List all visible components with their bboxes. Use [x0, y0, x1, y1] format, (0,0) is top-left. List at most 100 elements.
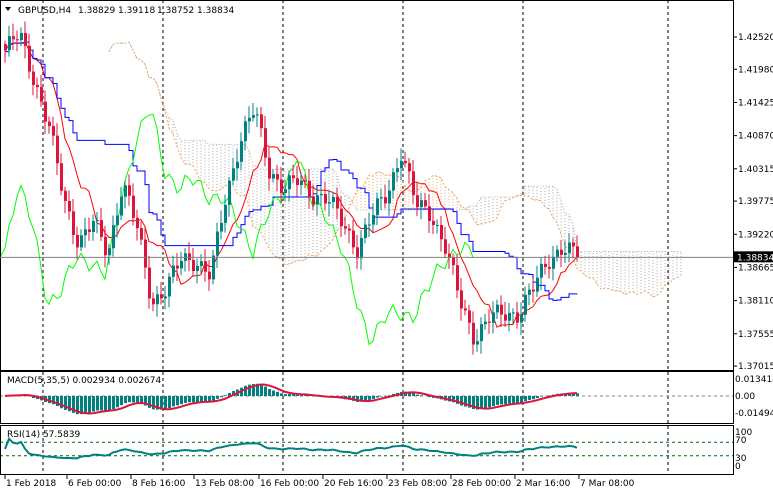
y-tick-label: 1.39220	[738, 230, 773, 240]
macd-histogram-bar	[460, 396, 463, 406]
candle-body	[128, 185, 131, 196]
candle-body	[308, 180, 311, 197]
candle-body	[120, 196, 123, 216]
candle-body	[348, 228, 351, 231]
candle-body	[368, 224, 371, 226]
candle-body	[36, 84, 39, 88]
candles	[4, 21, 579, 355]
macd-histogram-bar	[92, 396, 95, 412]
candle-body	[488, 321, 491, 323]
macd-histogram-bar	[376, 396, 379, 398]
candle-body	[68, 200, 71, 212]
candle-body	[192, 260, 195, 272]
candle-body	[384, 197, 387, 204]
macd-histogram-bar	[68, 396, 71, 412]
candle-body	[516, 312, 519, 323]
candle-body	[436, 224, 439, 226]
macd-histogram-bar	[176, 396, 179, 406]
candle-body	[504, 314, 507, 321]
candle-body	[168, 276, 171, 297]
macd-histogram-bar	[84, 396, 87, 414]
macd-histogram-bar	[256, 383, 259, 396]
candle-body	[328, 202, 331, 204]
candle-body	[152, 298, 155, 305]
candle-body	[212, 255, 215, 280]
macd-histogram-bar	[388, 395, 391, 396]
candle-body	[88, 229, 91, 232]
macd-histogram-bar	[420, 395, 423, 396]
candle-body	[176, 265, 179, 269]
candle-body	[556, 249, 559, 257]
macd-histogram-bar	[244, 385, 247, 396]
y-tick-label: 1.37015	[738, 362, 773, 372]
macd-histogram-bar	[180, 396, 183, 405]
candle-body	[508, 312, 511, 321]
macd-histogram-bar	[128, 396, 131, 403]
macd-histogram-bar	[148, 396, 151, 408]
candle-body	[440, 224, 443, 240]
macd-histogram-bar	[196, 396, 199, 402]
macd-histogram-bar	[548, 395, 551, 396]
candle-body	[344, 226, 347, 229]
candle-body	[296, 178, 299, 186]
candle-body	[428, 206, 431, 221]
candle-body	[476, 341, 479, 345]
macd-histogram-bar	[152, 396, 155, 410]
macd-histogram-bar	[220, 396, 223, 398]
macd-histogram-bar	[512, 396, 515, 404]
macd-histogram-bar	[276, 391, 279, 396]
candle-body	[300, 180, 303, 186]
candle-body	[100, 220, 103, 237]
macd-histogram-bar	[572, 392, 575, 396]
candle-body	[232, 168, 235, 181]
candle-body	[196, 265, 199, 272]
x-tick-label: 7 Mar 08:00	[580, 479, 635, 489]
current-price-box	[734, 251, 773, 263]
macd-histogram-bar	[368, 396, 371, 400]
candle-body	[160, 294, 163, 299]
macd-histogram-bar	[468, 396, 471, 408]
macd-histogram-bar	[104, 396, 107, 411]
candle-body	[468, 310, 471, 323]
candle-body	[12, 36, 15, 40]
macd-histogram-bar	[268, 389, 271, 396]
candle-body	[236, 161, 239, 169]
macd-histogram-bar	[520, 396, 523, 403]
macd-histogram-bar	[528, 396, 531, 400]
macd-histogram-bar	[576, 393, 579, 396]
macd-histogram-bar	[364, 396, 367, 401]
macd-label: MACD(5,35,5) 0.002934 0.002674	[7, 376, 162, 386]
rsi-tick-label: 0	[735, 462, 741, 472]
candle-body	[572, 242, 575, 247]
macd-pane	[0, 383, 733, 415]
macd-histogram-bar	[76, 396, 79, 415]
macd-histogram-bar	[116, 396, 119, 408]
macd-histogram-bar	[464, 396, 467, 407]
candle-body	[276, 174, 279, 180]
candle-body	[92, 221, 95, 232]
candle-body	[240, 141, 243, 162]
candle-body	[548, 267, 551, 269]
candle-body	[536, 277, 539, 292]
candle-body	[28, 45, 31, 72]
senkou-span-a-line	[108, 41, 682, 298]
macd-histogram-bar	[292, 394, 295, 396]
y-tick-label: 1.38110	[738, 297, 773, 307]
candle-body	[444, 239, 447, 254]
collapse-triangle-icon[interactable]	[5, 7, 11, 11]
macd-histogram-bar	[112, 396, 115, 409]
candle-body	[244, 121, 247, 142]
candle-body	[544, 263, 547, 268]
y-tick-label: 1.41425	[738, 98, 773, 108]
macd-histogram-bar	[56, 396, 59, 407]
macd-histogram-bar	[360, 396, 363, 402]
senkou-span-b-line	[108, 41, 681, 252]
macd-histogram-bar	[252, 383, 255, 396]
macd-histogram-bar	[508, 396, 511, 404]
candle-body	[512, 312, 515, 314]
macd-histogram-bar	[416, 394, 419, 396]
x-tick-label: 23 Feb 08:00	[388, 479, 447, 489]
